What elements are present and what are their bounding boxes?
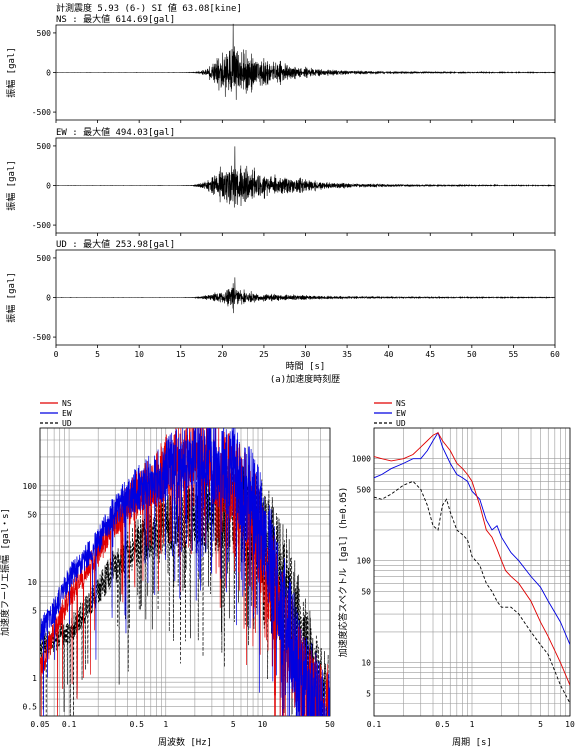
x-tick-label: 5 [538, 720, 543, 729]
y-tick-label: -500 [32, 108, 51, 117]
y-tick-label: 500 [37, 254, 52, 263]
y-axis-label: 振幅 [gal] [5, 160, 17, 211]
panel-label-ns: NS : 最大値 614.69[gal] [56, 13, 175, 25]
x-tick-label: 0 [54, 350, 59, 359]
fourier-series-ud [40, 460, 330, 716]
x-tick-label: 45 [425, 350, 435, 359]
x-axis-label: 周期 [s] [452, 737, 492, 748]
y-tick-label: 0 [46, 294, 51, 303]
time-history-ew: EW : 最大値 494.03[gal] -500 0 500 振幅 [gal] [5, 126, 556, 236]
x-tick-label: 0.1 [62, 720, 77, 729]
fourier-series-ew [40, 428, 330, 716]
x-tick-label: 10 [258, 720, 268, 729]
x-tick-label: 1 [470, 720, 475, 729]
x-tick-label: 0.5 [435, 720, 450, 729]
y-axis-label: 加速度フーリエ振幅 [gal・s] [0, 508, 11, 636]
y-tick-label: 50 [361, 587, 371, 596]
x-axis-label: 時間 [s] [286, 361, 326, 372]
y-tick-label: 0 [46, 69, 51, 78]
y-tick-label: 0 [46, 182, 51, 191]
y-tick-label: 1000 [352, 455, 371, 464]
y-tick-label: 1 [32, 674, 37, 683]
waveform-ud [55, 277, 556, 314]
x-tick-label: 0.1 [367, 720, 382, 729]
x-tick-label: 10 [565, 720, 575, 729]
x-tick-label: 55 [509, 350, 519, 359]
response-series-ns [374, 432, 570, 686]
seismic-intensity-header: 計測震度 5.93 (6-) SI 値 63.08[kine] [56, 2, 242, 14]
y-axis-label: 振幅 [gal] [5, 272, 17, 323]
y-tick-label: 50 [27, 511, 37, 520]
waveform-ns [55, 23, 556, 100]
x-tick-label: 50 [467, 350, 477, 359]
fourier-spectrum: 0.05 0.1 0.5 1 5 10 50 0.5 1 5 10 50 100 周波数 [Hz] 加速度フ… [0, 399, 335, 748]
response-series-ew [374, 431, 570, 645]
y-tick-label: 500 [37, 29, 52, 38]
y-tick-label: 0.5 [23, 703, 38, 712]
x-tick-label: 30 [301, 350, 311, 359]
y-axis-label: 加速度応答スペクトル [gal] (h=0.05) [337, 487, 349, 658]
y-tick-label: 500 [37, 142, 52, 151]
response-series-ud [374, 480, 570, 704]
y-tick-label: -500 [32, 333, 51, 342]
y-tick-label: 100 [357, 557, 372, 566]
time-history-ns: NS : 最大値 614.69[gal] -500 0 500 振幅 [gal] [5, 13, 556, 123]
x-tick-label: 15 [176, 350, 186, 359]
x-tick-label: 35 [342, 350, 352, 359]
legend-label-ns: NS [396, 399, 406, 408]
x-tick-label: 25 [259, 350, 269, 359]
y-axis-label: 振幅 [gal] [5, 47, 17, 98]
y-tick-label: 5 [366, 689, 371, 698]
y-tick-label: 500 [357, 485, 372, 494]
x-tick-label: 40 [384, 350, 394, 359]
waveform-ew [55, 146, 556, 208]
y-tick-label: 100 [23, 482, 38, 491]
y-tick-label: 5 [32, 607, 37, 616]
x-tick-label: 60 [550, 350, 560, 359]
plot-frame [39, 427, 331, 717]
x-axis-label: 周波数 [Hz] [158, 736, 212, 748]
legend-label-ns: NS [62, 399, 72, 408]
x-tick-label: 5 [231, 720, 236, 729]
y-tick-label: -500 [32, 221, 51, 230]
y-tick-label: 10 [361, 659, 371, 668]
legend-label-ew: EW [396, 409, 406, 418]
y-tick-label: 10 [27, 578, 37, 587]
x-tick-label: 5 [95, 350, 100, 359]
panel-label-ud: UD : 最大値 253.98[gal] [56, 238, 175, 250]
x-tick-label: 1 [163, 720, 168, 729]
x-tick-label: 0.05 [30, 720, 49, 729]
x-tick-label: 50 [325, 720, 335, 729]
panel-label-ew: EW : 最大値 494.03[gal] [56, 126, 175, 138]
legend-label-ew: EW [62, 409, 72, 418]
plot-frame [373, 427, 571, 717]
legend-label-ud: UD [396, 419, 406, 428]
x-tick-label: 0.5 [129, 720, 144, 729]
x-tick-label: 10 [134, 350, 144, 359]
caption-a: (a)加速度時刻歴 [270, 373, 340, 385]
legend-label-ud: UD [62, 419, 72, 428]
x-tick-label: 20 [218, 350, 228, 359]
